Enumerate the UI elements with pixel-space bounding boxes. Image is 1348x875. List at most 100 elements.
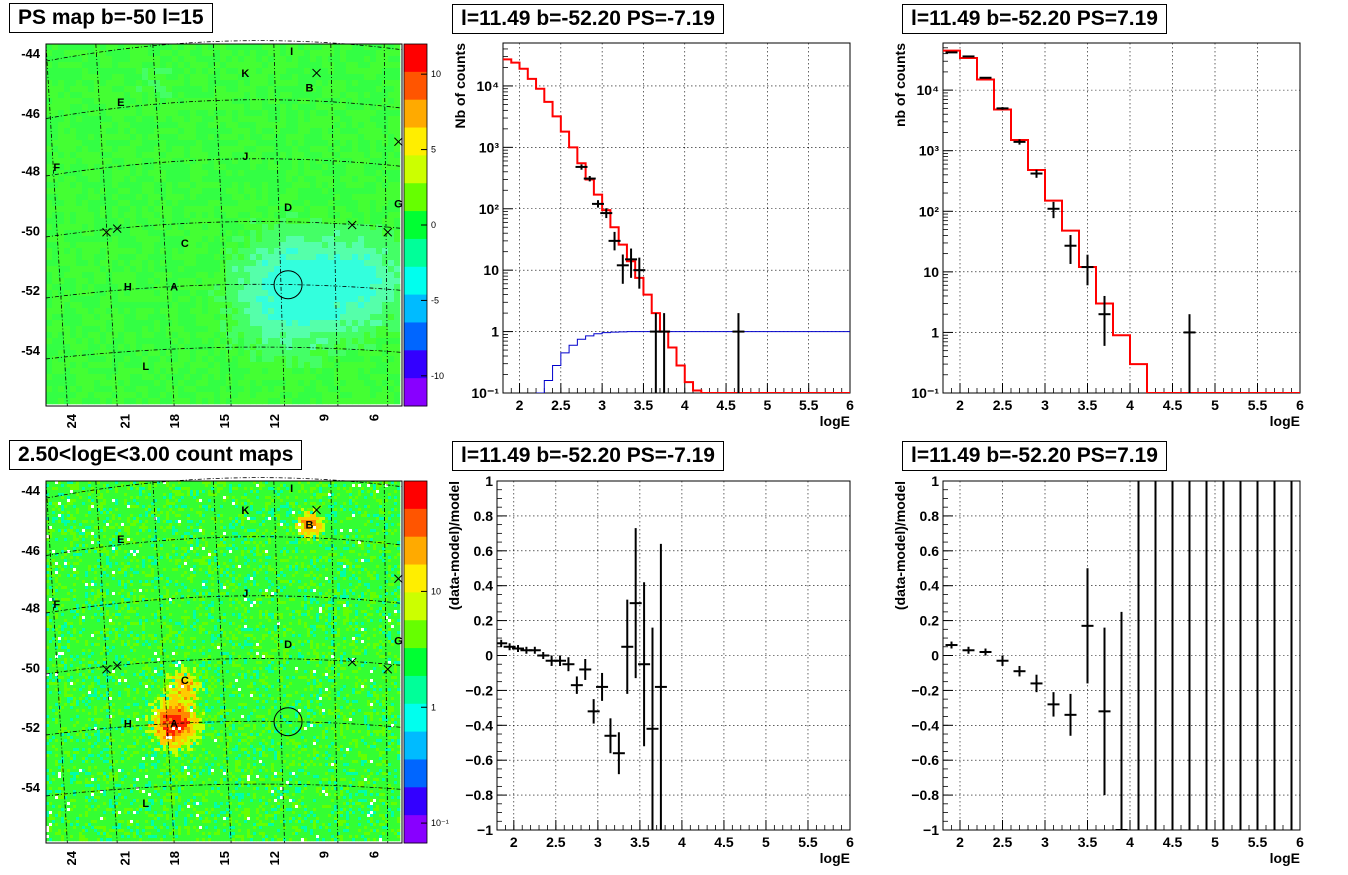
heatmap-cell [274,398,281,405]
heatmap-cell [61,487,65,491]
heatmap-cell [280,170,287,177]
heatmap-cell [238,332,245,339]
heatmap-cell [184,224,191,231]
heatmap-cell [178,230,185,237]
heatmap-cell [373,484,377,488]
heatmap-cell [352,242,359,249]
heatmap-cell [298,104,305,111]
heatmap-cell [124,116,131,123]
heatmap-cell [256,308,263,315]
heatmap-cell [91,511,95,515]
heatmap-cell [172,514,176,518]
heatmap-cell [364,140,371,147]
heatmap-cell [310,487,314,491]
heatmap-cell [250,392,257,399]
heatmap-cell [220,56,227,63]
heatmap-cell [106,398,113,405]
heatmap-cell [232,386,239,393]
heatmap-cell [190,484,194,488]
heatmap-cell [52,326,59,333]
heatmap-cell [346,242,353,249]
heatmap-cell [217,487,221,491]
heatmap-cell [148,308,155,315]
heatmap-cell [322,218,329,225]
heatmap-cell [187,490,191,494]
heatmap-cell [316,104,323,111]
heatmap-cell [322,56,329,63]
heatmap-cell [46,350,53,357]
heatmap-cell [394,218,401,225]
heatmap-cell [118,398,125,405]
heatmap-cell [322,505,326,509]
heatmap-cell [52,496,56,500]
heatmap-cell [190,206,197,213]
heatmap-cell [268,508,272,512]
heatmap-cell [94,296,101,303]
heatmap-cell [142,278,149,285]
heatmap-cell [136,505,140,509]
heatmap-cell [76,272,83,279]
heatmap-cell [280,110,287,117]
heatmap-cell [259,514,263,518]
heatmap-cell [214,314,221,321]
heatmap-cell [190,110,197,117]
heatmap-cell [58,152,65,159]
heatmap-cell [106,122,113,129]
heatmap-cell [112,296,119,303]
heatmap-cell [181,493,185,497]
heatmap-cell [316,194,323,201]
heatmap-cell [106,511,110,515]
longitude-line [152,43,175,407]
heatmap-cell [118,487,122,491]
heatmap-cell [220,158,227,165]
heatmap-cell [346,386,353,393]
heatmap-cell [94,266,101,273]
heatmap-cell [196,122,203,129]
heatmap-cell [232,194,239,201]
heatmap-cell [100,68,107,75]
heatmap-cell [160,164,167,171]
heatmap-cell [346,511,350,515]
heatmap-cell [325,502,329,506]
heatmap-cell [256,212,263,219]
heatmap-cell [304,493,308,497]
heatmap-cell [148,128,155,135]
heatmap-cell [286,308,293,315]
heatmap-cell [118,290,125,297]
heatmap-cell [64,332,71,339]
heatmap-cell [220,50,227,57]
heatmap-cell [175,481,179,485]
heatmap-cell [184,302,191,309]
heatmap-cell [358,511,362,515]
heatmap-cell [112,505,116,509]
heatmap-cell [46,68,53,75]
heatmap-cell [382,272,389,279]
heatmap-cell [82,152,89,159]
heatmap-cell [154,380,161,387]
heatmap-cell [142,398,149,405]
heatmap-cell [91,481,95,485]
heatmap-cell [160,493,164,497]
heatmap-cell [358,278,365,285]
heatmap-cell [232,496,236,500]
heatmap-cell [124,505,128,509]
heatmap-cell [280,242,287,249]
heatmap-cell [58,56,65,63]
heatmap-cell [364,490,368,494]
heatmap-cell [118,308,125,315]
heatmap-cell [274,481,278,485]
heatmap-cell [316,134,323,141]
heatmap-cell [211,484,215,488]
heatmap-cell [178,481,182,485]
heatmap-cell [88,350,95,357]
heatmap-cell [352,296,359,303]
heatmap-cell [85,505,89,509]
heatmap-cell [184,116,191,123]
heatmap-cell [379,493,383,497]
heatmap-cell [142,146,149,153]
heatmap-cell [310,356,317,363]
heatmap-cell [58,278,65,285]
heatmap-cell [142,134,149,141]
heatmap-cell [187,481,191,485]
heatmap-cell [325,508,329,512]
